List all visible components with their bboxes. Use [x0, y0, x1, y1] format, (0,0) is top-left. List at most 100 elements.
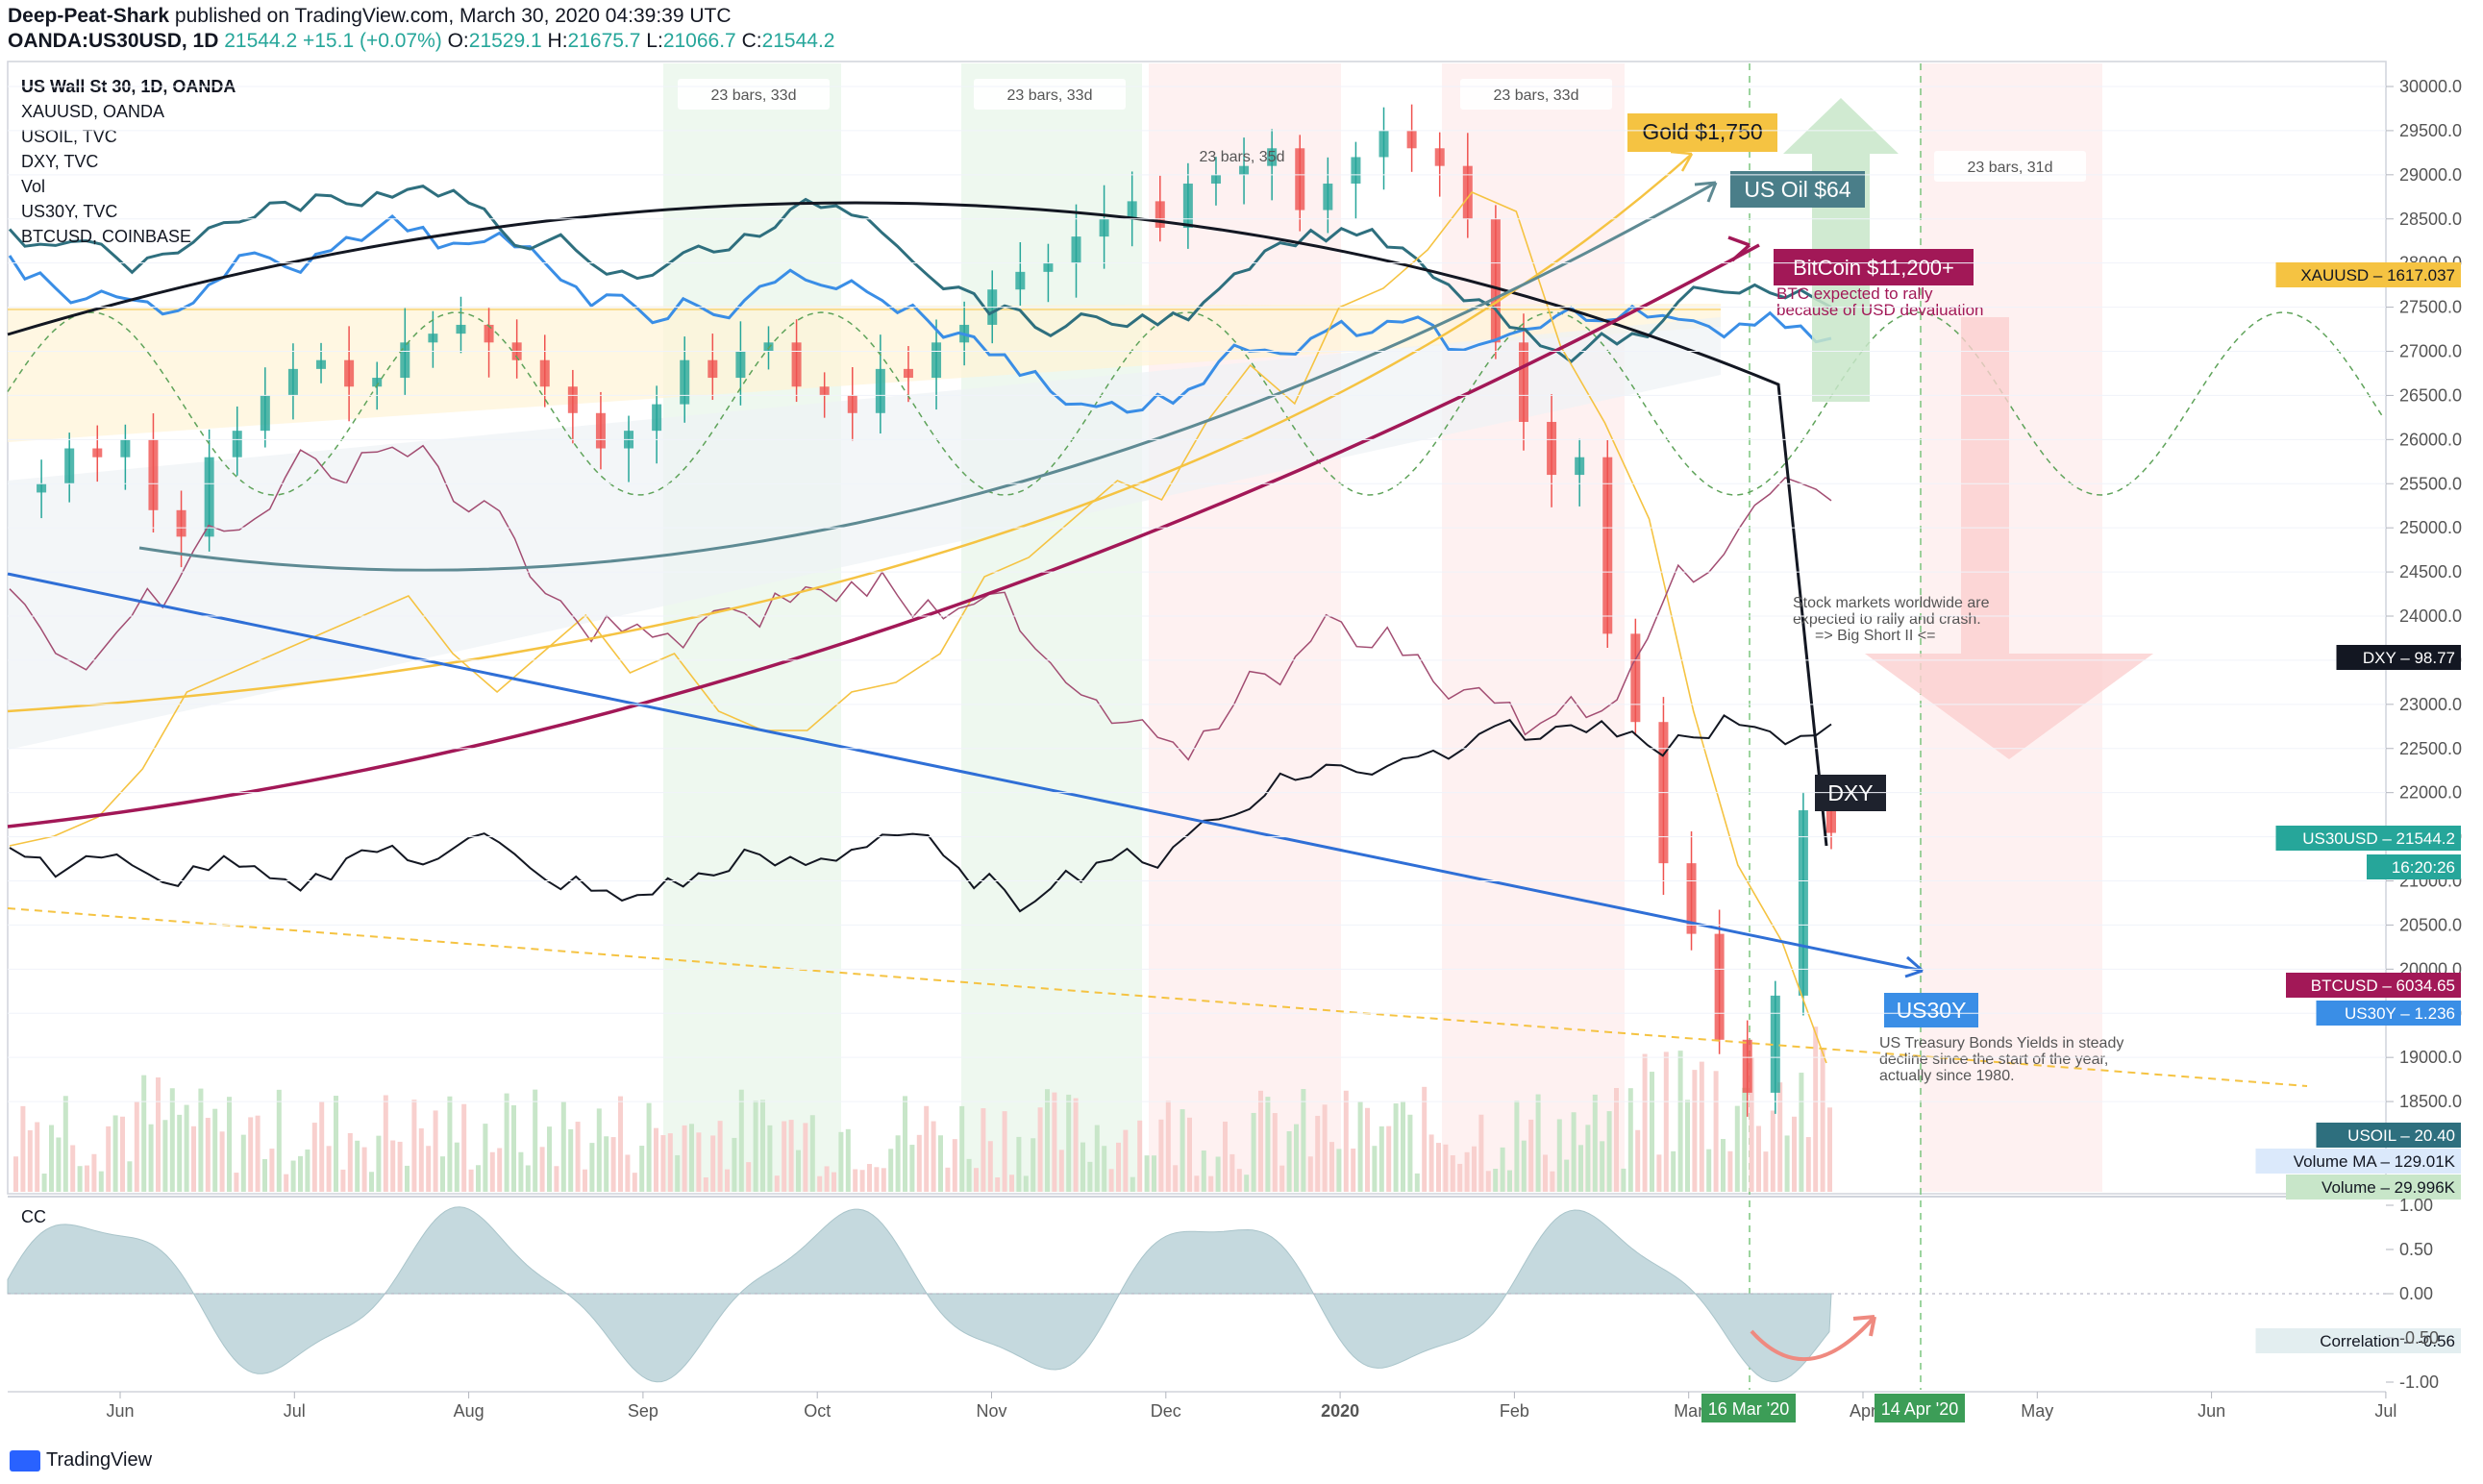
- candle-body: [92, 448, 103, 458]
- candle-body: [1714, 933, 1725, 1040]
- candle-body: [1155, 201, 1165, 228]
- volume-bar: [70, 1145, 76, 1192]
- stock-note-line-3: => Big Short II <=: [1815, 628, 1935, 644]
- us30y-callout-text: US30Y: [1897, 998, 1967, 1023]
- volume-bar: [667, 1133, 673, 1192]
- volume-bar: [646, 1102, 652, 1192]
- volume-bar: [533, 1089, 538, 1192]
- indicator-label: CC: [21, 1207, 46, 1226]
- volume-bar: [1058, 1150, 1064, 1192]
- time-highlight-label: 14 Apr '20: [1881, 1399, 1959, 1419]
- price-change: +15.1 (+0.07%): [302, 30, 442, 52]
- price-tick-label: 25500.0: [2399, 474, 2462, 493]
- volume-bar: [383, 1095, 388, 1192]
- volume-bar: [433, 1110, 438, 1192]
- volume-bar: [1045, 1089, 1050, 1192]
- time-axis: Jun Jul Aug Sep Oct Nov Dec 2020 Feb Mar Apr May Jun…: [106, 1392, 2396, 1422]
- volume-bar: [141, 1075, 147, 1192]
- volume-bar: [248, 1117, 254, 1192]
- volume-bar: [625, 1154, 631, 1192]
- volume-bar: [184, 1104, 189, 1192]
- volume-bar: [326, 1146, 332, 1192]
- candle-body: [484, 324, 494, 343]
- price-tag-label: DXY – 98.77: [2363, 649, 2455, 667]
- volume-bar: [49, 1125, 54, 1192]
- volume-bar: [112, 1115, 118, 1192]
- candle-body: [456, 324, 466, 334]
- volume-bar: [56, 1137, 62, 1192]
- volume-bar: [269, 1149, 275, 1192]
- footer-brand[interactable]: TradingView: [10, 1449, 152, 1472]
- stock-note-line-2: expected to rally and crash.: [1793, 611, 1981, 628]
- volume-bar: [390, 1140, 396, 1192]
- time-tick-label: Mar: [1674, 1401, 1703, 1421]
- time-highlight-label: 16 Mar '20: [1708, 1399, 1789, 1419]
- author-name[interactable]: Deep-Peat-Shark: [8, 5, 170, 27]
- volume-bar: [1799, 1073, 1804, 1192]
- cc-tick-label: -1.00: [2399, 1373, 2439, 1392]
- volume-bar: [803, 1123, 808, 1192]
- volume-bar: [1016, 1136, 1022, 1192]
- candle-body: [595, 412, 606, 449]
- cc-rally-arrowhead: [1852, 1315, 1876, 1337]
- volume-bar: [1158, 1119, 1164, 1192]
- low-label: L:: [646, 30, 663, 52]
- price-tag-box: [2316, 1001, 2461, 1026]
- candle-body: [931, 342, 942, 379]
- price-tag-box: [2286, 1175, 2461, 1200]
- price-tick-label: 19000.0: [2399, 1048, 2462, 1067]
- legend-item: US30Y, TVC: [21, 202, 117, 221]
- oil-callout-box: [1730, 171, 1865, 208]
- candle-body: [400, 342, 410, 379]
- volume-bar: [41, 1174, 47, 1192]
- price-tag-box: [2336, 645, 2461, 670]
- price-tag-box: [2275, 262, 2461, 287]
- dxy-series-line: [9, 714, 1832, 913]
- volume-bar: [27, 1130, 33, 1192]
- volume-bar: [952, 1139, 957, 1192]
- time-tick-label: Oct: [804, 1401, 831, 1421]
- volume-bar: [995, 1176, 1001, 1192]
- candle-body: [567, 386, 578, 413]
- candle-body: [1547, 421, 1557, 476]
- candle-body: [903, 368, 913, 379]
- time-tick-label: Aug: [454, 1401, 484, 1421]
- volume-bar: [447, 1096, 453, 1192]
- volume-bar: [1813, 1026, 1819, 1192]
- oil-arrowhead: [1694, 181, 1718, 203]
- price-tick-label: 24000.0: [2399, 606, 2462, 626]
- volume-bar: [1329, 1142, 1334, 1192]
- volume-bar: [732, 1137, 737, 1192]
- volume-bar: [1286, 1131, 1292, 1192]
- red-period-2: [1442, 63, 1625, 1192]
- volume-bar: [1279, 1165, 1285, 1192]
- volume-bar: [77, 1166, 83, 1192]
- volume-bar: [1372, 1146, 1378, 1192]
- volume-bar: [1621, 1168, 1626, 1192]
- price-tick-label: 18500.0: [2399, 1092, 2462, 1111]
- volume-bar: [710, 1135, 716, 1192]
- bar-count-label-5: 23 bars, 31d: [1968, 160, 2053, 176]
- volume-bar: [369, 1172, 374, 1192]
- volume-bar: [675, 1154, 681, 1192]
- time-tick-label: Jul: [2374, 1401, 2396, 1421]
- bonds-note-line-2: decline since the start of the year,: [1879, 1051, 2108, 1068]
- volume-bar: [1223, 1121, 1228, 1192]
- volume-bar: [1550, 1171, 1555, 1192]
- candle-body: [708, 359, 718, 379]
- volume-bar: [1713, 1071, 1719, 1192]
- candle-body: [1602, 457, 1613, 634]
- price-tag-label: USOIL – 20.40: [2347, 1126, 2455, 1145]
- price-tick-label: 20500.0: [2399, 915, 2462, 934]
- price-tags: XAUUSD – 1617.037 DXY – 98.77 US30USD – 21…: [2255, 262, 2461, 1353]
- volume-bar: [610, 1137, 616, 1192]
- volume-bar: [1187, 1117, 1192, 1192]
- volume-bar: [1052, 1092, 1057, 1192]
- volume-bar: [1229, 1153, 1235, 1192]
- volume-bar: [1464, 1151, 1470, 1192]
- volume-bar: [1422, 1086, 1428, 1192]
- dashed-yellow-trend: [7, 907, 2308, 1087]
- high-label: H:: [547, 30, 568, 52]
- volume-bar: [1478, 1114, 1484, 1192]
